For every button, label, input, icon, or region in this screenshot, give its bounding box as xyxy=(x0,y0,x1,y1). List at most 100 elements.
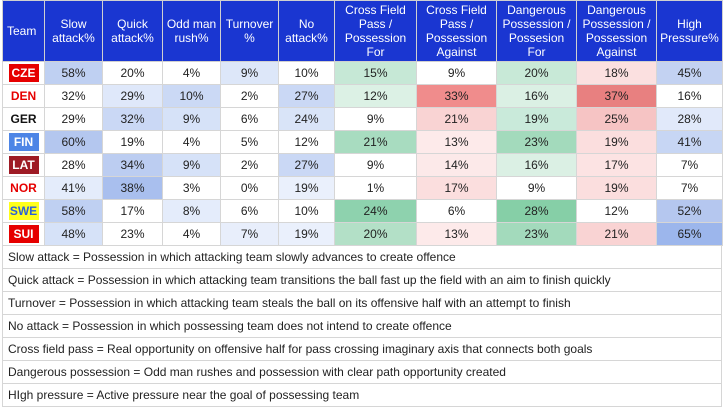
stat-cell: 58% xyxy=(44,61,103,85)
stat-cell: 20% xyxy=(334,222,417,246)
stat-cell: 19% xyxy=(278,222,335,246)
stat-cell: 19% xyxy=(576,176,657,200)
stat-cell: 4% xyxy=(162,61,221,85)
stat-cell: 15% xyxy=(334,61,417,85)
header-no-attack: No attack% xyxy=(278,0,335,62)
stat-cell: 19% xyxy=(576,130,657,154)
stat-cell: 7% xyxy=(656,153,723,177)
team-code-badge: DEN xyxy=(8,87,39,105)
team-code-badge: LAT xyxy=(8,156,39,174)
table-row: SUI 48% 23% 4% 7% 19% 20% 13% 23% 21% 65% xyxy=(2,222,723,246)
stat-cell: 48% xyxy=(44,222,103,246)
stat-cell: 21% xyxy=(416,107,497,131)
stat-cell: 38% xyxy=(102,176,163,200)
stat-cell: 17% xyxy=(416,176,497,200)
stat-cell: 9% xyxy=(162,107,221,131)
stat-cell: 2% xyxy=(220,153,279,177)
team-code-badge: SUI xyxy=(8,225,39,243)
stat-cell: 27% xyxy=(278,84,335,108)
header-cross-field-against: Cross Field Pass / Possession Against xyxy=(416,0,497,62)
stat-cell: 2% xyxy=(220,84,279,108)
stat-cell: 32% xyxy=(102,107,163,131)
stat-cell: 27% xyxy=(278,153,335,177)
definition-note: Cross field pass = Real opportunity on o… xyxy=(2,338,722,361)
stat-cell: 41% xyxy=(656,130,723,154)
stat-cell: 28% xyxy=(44,153,103,177)
definition-note: Dangerous possession = Odd man rushes an… xyxy=(2,361,722,384)
stat-cell: 9% xyxy=(496,176,577,200)
team-cell: FIN xyxy=(2,130,45,154)
stat-cell: 6% xyxy=(416,199,497,223)
stat-cell: 16% xyxy=(496,153,577,177)
stat-cell: 8% xyxy=(162,199,221,223)
stat-cell: 10% xyxy=(278,61,335,85)
stat-cell: 23% xyxy=(102,222,163,246)
definition-note: No attack = Possession in which possessi… xyxy=(2,315,722,338)
team-code-badge: CZE xyxy=(8,64,39,82)
stat-cell: 20% xyxy=(496,61,577,85)
stat-cell: 9% xyxy=(334,153,417,177)
table-row: DEN 32% 29% 10% 2% 27% 12% 33% 16% 37% 16% xyxy=(2,84,723,108)
stat-cell: 4% xyxy=(162,222,221,246)
team-cell: NOR xyxy=(2,176,45,200)
stat-cell: 4% xyxy=(162,130,221,154)
stat-cell: 19% xyxy=(102,130,163,154)
stat-cell: 28% xyxy=(496,199,577,223)
stat-cell: 9% xyxy=(334,107,417,131)
stat-cell: 6% xyxy=(220,199,279,223)
stat-cell: 23% xyxy=(496,130,577,154)
team-code-badge: GER xyxy=(8,110,39,128)
definition-note: HIgh pressure = Active pressure near the… xyxy=(2,384,722,407)
definition-note: Turnover = Possession in which attacking… xyxy=(2,292,722,315)
team-code-badge: FIN xyxy=(8,133,39,151)
table-row: SWE 58% 17% 8% 6% 10% 24% 6% 28% 12% 52% xyxy=(2,199,723,223)
stat-cell: 41% xyxy=(44,176,103,200)
stat-cell: 6% xyxy=(220,107,279,131)
team-code-badge: SWE xyxy=(8,202,39,220)
stat-cell: 10% xyxy=(162,84,221,108)
stat-cell: 45% xyxy=(656,61,723,85)
stat-cell: 9% xyxy=(416,61,497,85)
team-cell: SUI xyxy=(2,222,45,246)
header-odd-man-rush: Odd man rush% xyxy=(162,0,221,62)
stat-cell: 12% xyxy=(334,84,417,108)
stat-cell: 58% xyxy=(44,199,103,223)
stat-cell: 14% xyxy=(416,153,497,177)
stat-cell: 9% xyxy=(162,153,221,177)
stat-cell: 7% xyxy=(220,222,279,246)
stat-cell: 34% xyxy=(102,153,163,177)
header-high-pressure: High Pressure% xyxy=(656,0,723,62)
header-team: Team xyxy=(2,0,45,62)
team-code-badge: NOR xyxy=(8,179,39,197)
stat-cell: 13% xyxy=(416,222,497,246)
table-row: FIN 60% 19% 4% 5% 12% 21% 13% 23% 19% 41% xyxy=(2,130,723,154)
stat-cell: 19% xyxy=(496,107,577,131)
team-cell: LAT xyxy=(2,153,45,177)
team-cell: SWE xyxy=(2,199,45,223)
stat-cell: 18% xyxy=(576,61,657,85)
stat-cell: 9% xyxy=(220,61,279,85)
stat-cell: 16% xyxy=(496,84,577,108)
header-quick-attack: Quick attack% xyxy=(102,0,163,62)
stat-cell: 21% xyxy=(576,222,657,246)
stat-cell: 19% xyxy=(278,176,335,200)
header-row: Team Slow attack% Quick attack% Odd man … xyxy=(2,0,723,62)
definition-note: Quick attack = Possession in which attac… xyxy=(2,269,722,292)
stat-cell: 24% xyxy=(334,199,417,223)
table-body: CZE 58% 20% 4% 9% 10% 15% 9% 20% 18% 45% DEN 32% 29% 1… xyxy=(2,61,723,246)
stat-cell: 20% xyxy=(102,61,163,85)
stat-cell: 33% xyxy=(416,84,497,108)
stat-cell: 13% xyxy=(416,130,497,154)
stat-cell: 65% xyxy=(656,222,723,246)
stat-cell: 37% xyxy=(576,84,657,108)
table-row: GER 29% 32% 9% 6% 24% 9% 21% 19% 25% 28% xyxy=(2,107,723,131)
definitions-list: Slow attack = Possession in which attack… xyxy=(2,246,724,407)
header-turnover: Turnover % xyxy=(220,0,279,62)
stat-cell: 0% xyxy=(220,176,279,200)
stat-cell: 5% xyxy=(220,130,279,154)
stat-cell: 17% xyxy=(576,153,657,177)
stat-cell: 16% xyxy=(656,84,723,108)
stat-cell: 23% xyxy=(496,222,577,246)
stat-cell: 29% xyxy=(102,84,163,108)
